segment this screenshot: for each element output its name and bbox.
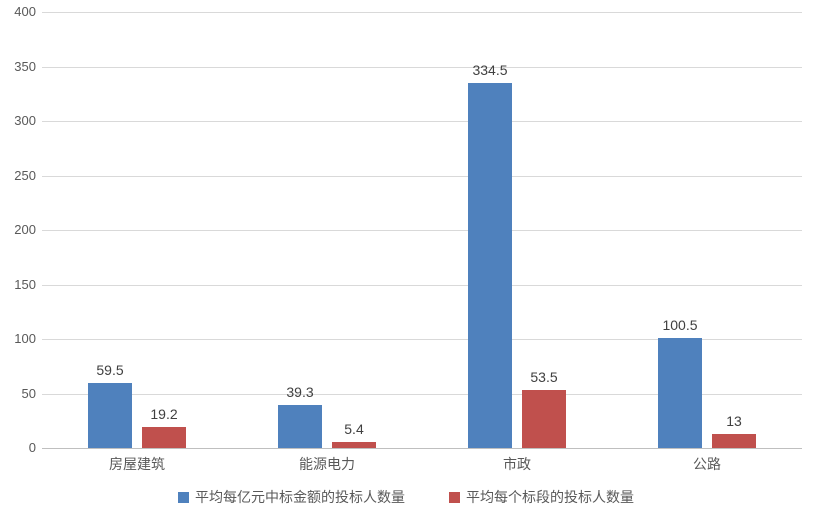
x-axis-category-label: 市政 bbox=[503, 456, 531, 472]
x-axis-category-label: 能源电力 bbox=[299, 456, 355, 472]
data-label: 5.4 bbox=[344, 421, 364, 438]
data-label: 334.5 bbox=[472, 62, 508, 79]
y-axis-tick-label: 50 bbox=[21, 385, 36, 401]
data-label: 39.3 bbox=[286, 384, 314, 401]
legend-item: 平均每个标段的投标人数量 bbox=[449, 488, 634, 506]
gridline bbox=[42, 121, 802, 122]
bar-blue bbox=[468, 83, 512, 448]
legend-item: 平均每亿元中标金额的投标人数量 bbox=[178, 488, 405, 506]
bar-red bbox=[712, 433, 756, 448]
gridline bbox=[42, 339, 802, 340]
gridline bbox=[42, 12, 802, 13]
x-axis-category-label: 房屋建筑 bbox=[109, 456, 165, 472]
legend-label: 平均每个标段的投标人数量 bbox=[466, 489, 634, 505]
bar-red bbox=[142, 427, 186, 448]
x-axis-category-label: 公路 bbox=[693, 456, 721, 472]
data-label: 13 bbox=[726, 412, 742, 429]
bar-blue bbox=[658, 338, 702, 448]
bar-red bbox=[522, 389, 566, 448]
data-label: 19.2 bbox=[150, 406, 178, 423]
gridline bbox=[42, 66, 802, 68]
y-axis-tick-label: 150 bbox=[14, 276, 36, 292]
data-label: 59.5 bbox=[96, 362, 124, 379]
bar-blue bbox=[88, 383, 132, 448]
y-axis-tick-label: 300 bbox=[14, 113, 36, 128]
y-axis-tick-label: 400 bbox=[14, 4, 36, 19]
x-axis-line bbox=[42, 448, 802, 449]
gridline bbox=[42, 175, 802, 177]
bar-red bbox=[332, 442, 376, 448]
y-axis-tick-label: 0 bbox=[28, 440, 36, 455]
y-axis-tick-label: 250 bbox=[14, 167, 36, 183]
y-axis-tick-label: 100 bbox=[14, 331, 36, 346]
legend: 平均每亿元中标金额的投标人数量 平均每个标段的投标人数量 bbox=[178, 488, 634, 506]
legend-label: 平均每亿元中标金额的投标人数量 bbox=[195, 489, 405, 505]
y-axis-tick-label: 200 bbox=[14, 222, 36, 237]
bar-blue bbox=[278, 405, 322, 448]
data-label: 100.5 bbox=[662, 317, 698, 334]
gridline bbox=[42, 393, 802, 395]
data-label: 53.5 bbox=[530, 368, 558, 385]
legend-swatch-icon bbox=[449, 491, 460, 503]
gridline bbox=[42, 230, 802, 231]
gridline bbox=[42, 284, 802, 286]
legend-swatch-icon bbox=[178, 491, 189, 503]
y-axis-tick-label: 350 bbox=[14, 58, 36, 74]
